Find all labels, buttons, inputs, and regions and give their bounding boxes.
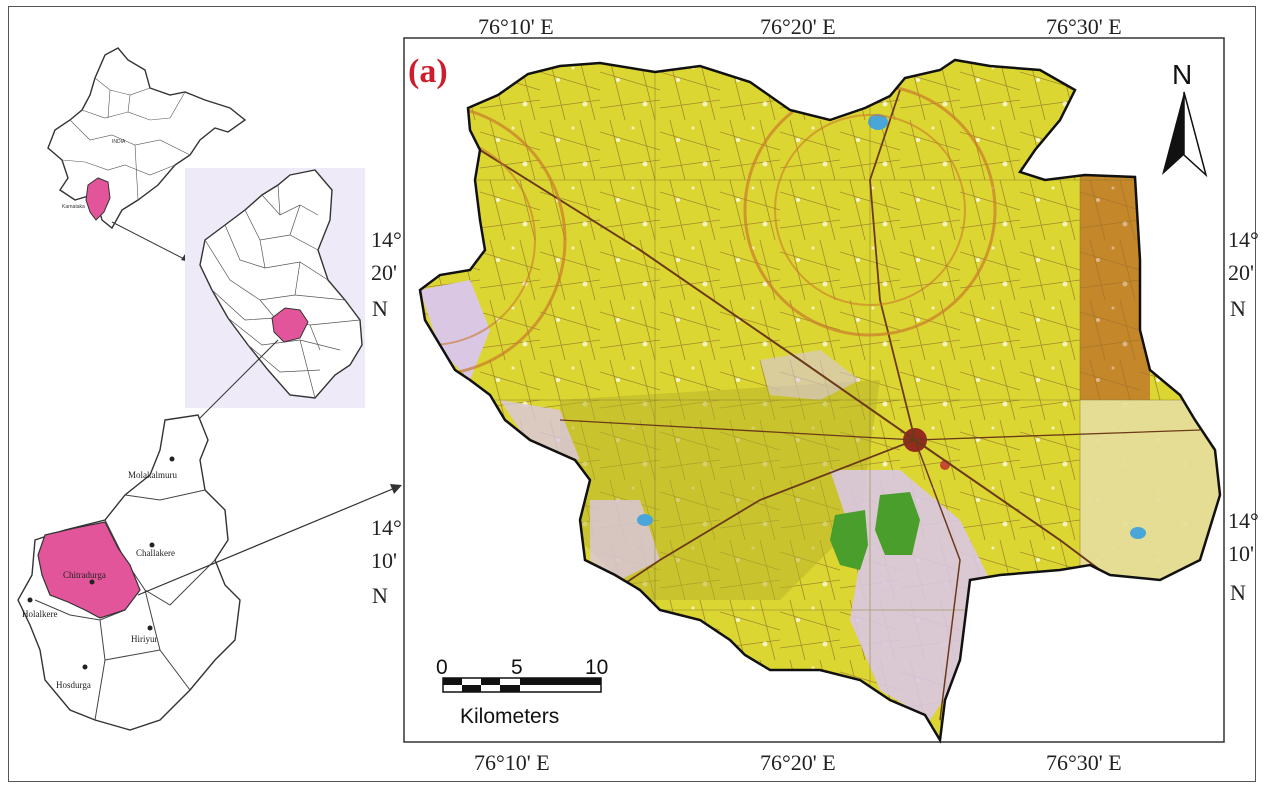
right-lat-upper-min: 20' [1228,260,1254,285]
town-dot-challakere [149,542,155,548]
right-lat-upper-hem: N [1230,296,1246,321]
connector-line-india [111,221,191,263]
right-lat-lower-min: 10' [1228,541,1254,566]
town-dot-hosdurga [82,664,88,670]
connector-arrowhead-main [390,484,402,494]
graticule-labels: 76°10' E 76°20' E 76°30' E 76°10' E 76°2… [371,14,1259,775]
scale-tick-5: 5 [511,656,523,679]
karnataka-label: Karnataka [62,204,85,210]
top-lon-label-2: 76°20' E [760,14,836,39]
chitradurga-highlight-district [37,521,141,619]
left-lat-upper-hem: N [372,296,388,321]
bottom-lon-label-3: 76°30' E [1046,750,1122,775]
main-map-panel: (a) N 0 5 10 Kilometers [403,37,1225,743]
town-dot-chitradurga [89,579,95,585]
town-dot-holalkere [27,597,33,603]
left-lat-lower-min: 10' [371,548,397,573]
left-lat-upper-min: 20' [371,260,397,285]
left-lat-lower-deg: 14° [371,515,402,540]
chitradurga-highlight-state [271,307,309,343]
right-lat-lower-deg: 14° [1228,508,1259,533]
north-label: N [1172,59,1192,90]
connector-line-karnataka [197,339,279,421]
india-label: INDIA [112,139,126,145]
karnataka-highlight [85,177,111,221]
india-state-borders [61,77,191,201]
north-arrow: N [1162,59,1208,178]
scale-tick-0: 0 [436,656,448,679]
connector-line-main [137,487,396,596]
town-label-holalkere: Holalkere [22,609,57,619]
north-arrow-right-half [1183,91,1208,178]
top-lon-label-3: 76°30' E [1046,14,1122,39]
bottom-lon-label-1: 76°10' E [474,750,550,775]
north-arrow-left-half [1162,92,1184,175]
top-lon-label-1: 76°10' E [478,14,554,39]
karnataka-inset [185,168,365,408]
town-label-hiriyur: Hiriyur [131,634,158,644]
district-inset: Molakalmuru Challakere Chitradurga Holal… [17,414,241,731]
town-label-molakalmuru: Molakalmuru [128,470,177,480]
district-taluk-borders [34,489,216,721]
town-label-hosdurga: Hosdurga [56,680,91,690]
bottom-lon-label-2: 76°20' E [760,750,836,775]
left-lat-lower-hem: N [372,583,388,608]
scale-bar: 0 5 10 Kilometers [436,656,608,728]
figure-frame [8,6,1256,782]
town-dot-molakalmuru [169,456,175,462]
right-lat-lower-hem: N [1230,580,1246,605]
town-label-challakere: Challakere [136,548,175,558]
india-inset: INDIA Karnataka [47,47,247,230]
panel-label: (a) [408,53,448,90]
town-label-chitradurga: Chitradurga [63,570,106,580]
scale-tick-10: 10 [585,656,608,679]
karnataka-outline [199,169,363,399]
right-lat-upper-deg: 14° [1228,227,1259,252]
left-lat-upper-deg: 14° [371,227,402,252]
town-dot-hiriyur [147,625,153,631]
scale-unit-label: Kilometers [460,705,559,728]
